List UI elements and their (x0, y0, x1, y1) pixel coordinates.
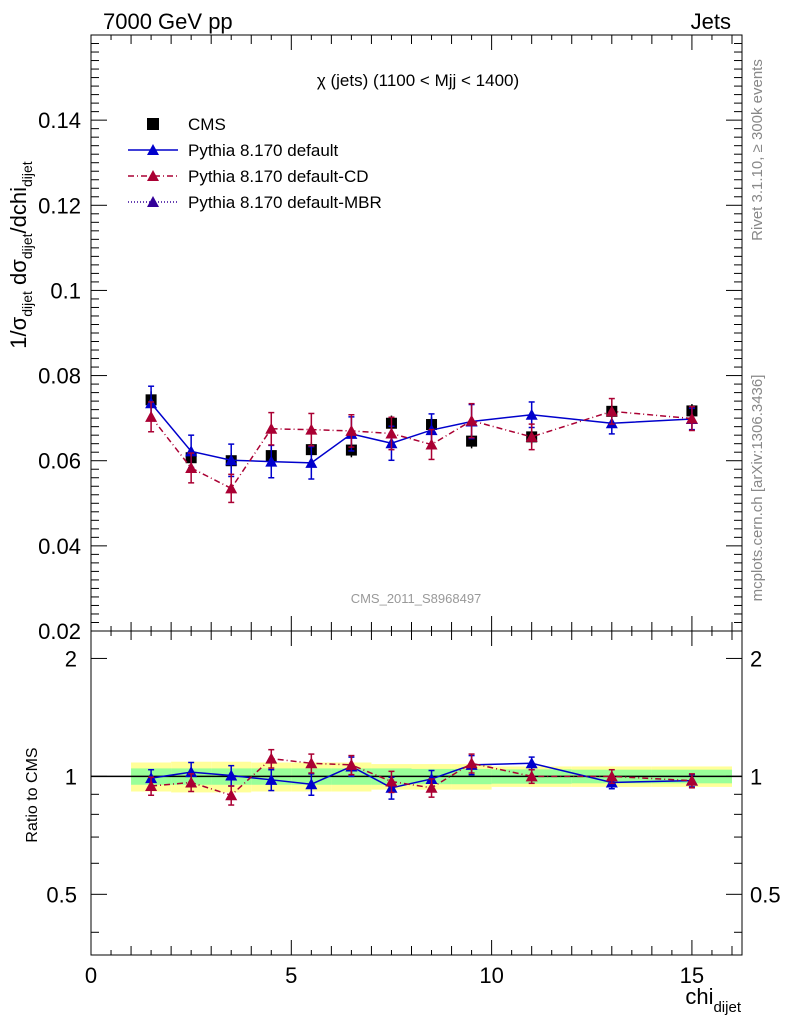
x-tick-label: 15 (680, 963, 704, 988)
rivet-side-label: Rivet 3.1.10, ≥ 300k events (749, 59, 766, 241)
legend: CMS Pythia 8.170 default Pythia 8.170 defa… (128, 115, 382, 212)
ratio-series-line-1 (151, 757, 692, 797)
legend-label: Pythia 8.170 default-MBR (188, 193, 382, 212)
y-tick-label: 0.08 (38, 364, 81, 389)
legend-label: Pythia 8.170 default-CD (188, 167, 369, 186)
ratio-series-line-0 (150, 762, 692, 789)
series-line-1 (150, 402, 692, 464)
y-tick-label: 0.02 (38, 619, 81, 644)
ratio-data-point (265, 773, 278, 785)
mc-data-point (225, 482, 238, 494)
ratio-data-point (185, 776, 198, 788)
mc-data-point (265, 455, 278, 467)
mc-data-point (605, 405, 618, 417)
y-tick-label: 0.1 (50, 278, 81, 303)
ratio-y-tick-label: 2 (65, 646, 77, 671)
ratio-data-point (525, 757, 538, 769)
x-axis-title: chidijet (685, 984, 741, 1016)
y-tick-label: 0.04 (38, 534, 81, 559)
mcplots-side-label: mcplots.cern.ch [arXiv:1306.3436] (749, 375, 766, 602)
y-tick-label: 0.14 (38, 108, 81, 133)
x-tick-label: 0 (85, 963, 97, 988)
mc-data-point (185, 461, 198, 473)
ratio-panel: 0 5 10 15 0.5 0.5 1 1 2 2 (46, 630, 781, 988)
ratio-y-axis-title: Ratio to CMS (24, 747, 41, 842)
ratio-y-tick-label: 0.5 (46, 882, 77, 907)
analysis-watermark: CMS_2011_S8968497 (351, 591, 482, 606)
ratio-data-point (145, 780, 158, 792)
ratio-data-point (685, 774, 698, 786)
x-tick-label: 10 (479, 963, 503, 988)
ratio-data-point (265, 752, 278, 764)
x-tick-label: 5 (285, 963, 297, 988)
ratio-data-point (305, 757, 318, 769)
legend-label: Pythia 8.170 default (188, 141, 339, 160)
mc-data-point (425, 438, 438, 450)
ratio-data-point (305, 778, 318, 790)
ratio-y-tick-label-right: 1 (750, 764, 762, 789)
mc-data-point (525, 408, 538, 420)
main-y-axis-title: 1/σdijet dσdijet/dchidijet (6, 161, 35, 349)
legend-marker-square (147, 118, 159, 130)
ratio-y-tick-label-right: 2 (750, 646, 762, 671)
mc-data-point (465, 414, 478, 426)
chart-title: χ (jets) (1100 < Mjj < 1400) (317, 71, 519, 90)
ratio-y-tick-label: 1 (65, 764, 77, 789)
main-panel: 0.02 0.04 0.06 0.08 0.1 0.12 0.14 (38, 34, 743, 644)
legend-label: CMS (188, 115, 226, 134)
ratio-data-point (225, 769, 238, 781)
ratio-data-point (605, 770, 618, 782)
mc-data-point (145, 410, 158, 422)
ratio-data-point (345, 758, 358, 770)
ratio-data-point (225, 789, 238, 801)
legend-marker-triangle (147, 196, 159, 207)
ratio-data-point (465, 757, 478, 769)
y-tick-label: 0.12 (38, 193, 81, 218)
mc-data-point (385, 427, 398, 439)
mc-data-point (345, 424, 358, 436)
mc-data-point (525, 430, 538, 442)
ratio-data-point (385, 775, 398, 787)
y-tick-label: 0.06 (38, 449, 81, 474)
legend-marker-triangle (147, 144, 159, 155)
mc-data-point (305, 456, 318, 468)
header-left-label: 7000 GeV pp (103, 9, 233, 34)
ratio-data-point (425, 781, 438, 793)
mc-data-point (305, 423, 318, 435)
ratio-data-point (525, 770, 538, 782)
ratio-y-tick-label-right: 0.5 (750, 882, 781, 907)
mc-data-point (225, 454, 238, 466)
cms-data-point (466, 435, 478, 447)
legend-marker-triangle (147, 170, 159, 181)
header-right-label: Jets (691, 9, 731, 34)
ratio-panel-frame (90, 630, 743, 956)
mc-data-point (265, 422, 278, 434)
mc-data-point (685, 412, 698, 424)
